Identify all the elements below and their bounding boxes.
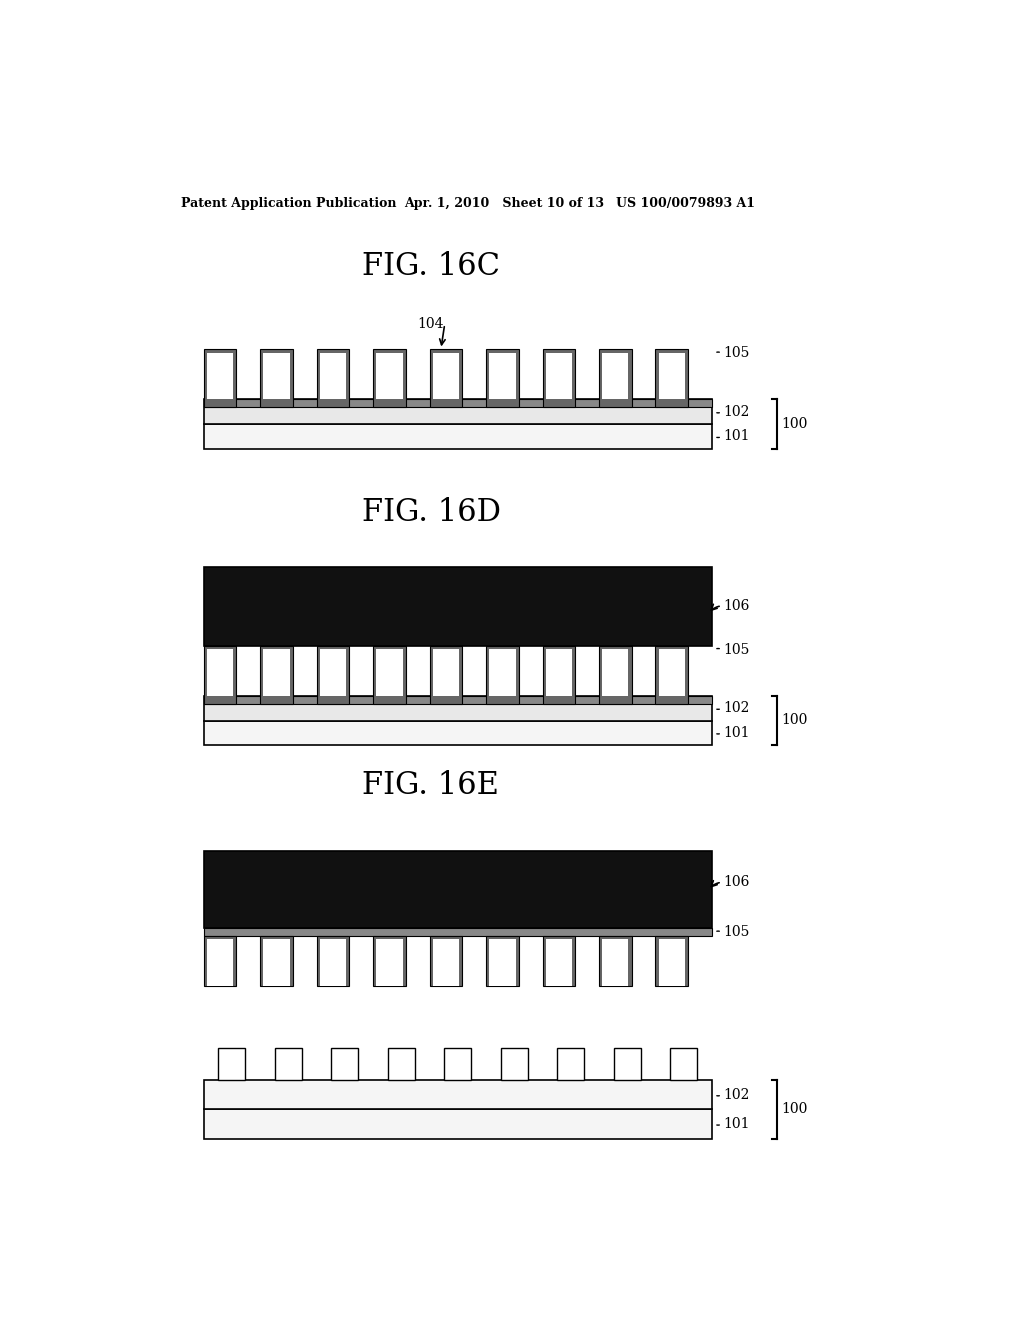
Text: 100: 100 [781, 417, 808, 432]
Bar [486, 645, 519, 704]
Bar [204, 721, 712, 744]
Bar [207, 940, 233, 986]
Bar [430, 350, 462, 407]
Bar [204, 424, 712, 449]
Text: 101: 101 [724, 1117, 750, 1131]
Bar [433, 649, 459, 696]
Bar [204, 350, 237, 407]
Bar [670, 1048, 697, 1080]
Bar [319, 649, 346, 696]
Bar [319, 940, 346, 986]
Text: 105: 105 [724, 925, 750, 940]
Bar [204, 696, 712, 704]
Bar [602, 940, 629, 986]
Bar [373, 645, 406, 704]
Text: 100: 100 [781, 1102, 808, 1117]
Text: FIG. 16D: FIG. 16D [361, 498, 501, 528]
Bar [655, 350, 688, 407]
Text: 102: 102 [724, 405, 750, 418]
Bar [543, 645, 575, 704]
Text: Patent Application Publication: Patent Application Publication [180, 197, 396, 210]
Bar [377, 352, 402, 400]
Bar [602, 352, 629, 400]
Bar [263, 352, 290, 400]
Text: 100: 100 [781, 714, 808, 727]
Text: FIG. 16C: FIG. 16C [361, 251, 500, 281]
Bar [204, 696, 712, 721]
Bar [316, 350, 349, 407]
Bar [546, 352, 572, 400]
Bar [433, 940, 459, 986]
Bar [430, 936, 462, 986]
Text: 106: 106 [724, 599, 750, 612]
Bar [599, 645, 632, 704]
Bar [377, 940, 402, 986]
Bar [602, 649, 629, 696]
Text: 102: 102 [724, 701, 750, 715]
Bar [655, 936, 688, 986]
Text: 105: 105 [724, 643, 750, 656]
Bar [263, 940, 290, 986]
Bar [332, 1048, 358, 1080]
Bar [218, 1048, 246, 1080]
Bar [260, 350, 293, 407]
Bar [430, 645, 462, 704]
Bar [543, 350, 575, 407]
Bar [204, 851, 712, 928]
Bar [599, 936, 632, 986]
Bar [613, 1048, 641, 1080]
Bar [655, 645, 688, 704]
Bar [204, 566, 712, 645]
Bar [204, 400, 712, 407]
Bar [444, 1048, 471, 1080]
Bar [204, 1080, 712, 1109]
Bar [260, 936, 293, 986]
Bar [319, 352, 346, 400]
Bar [263, 649, 290, 696]
Text: FIG. 16E: FIG. 16E [361, 771, 499, 801]
Bar [260, 645, 293, 704]
Bar [658, 352, 685, 400]
Bar [546, 649, 572, 696]
Text: 102: 102 [724, 1088, 750, 1102]
Bar [373, 936, 406, 986]
Bar [204, 1109, 712, 1139]
Bar [489, 352, 515, 400]
Bar [486, 350, 519, 407]
Text: 106: 106 [724, 875, 750, 890]
Bar [204, 400, 712, 424]
Text: US 100/0079893 A1: US 100/0079893 A1 [615, 197, 755, 210]
Bar [599, 350, 632, 407]
Bar [207, 352, 233, 400]
Bar [486, 936, 519, 986]
Bar [207, 649, 233, 696]
Bar [546, 940, 572, 986]
Bar [373, 350, 406, 407]
Bar [204, 936, 237, 986]
Bar [204, 928, 712, 936]
Text: 105: 105 [724, 346, 750, 360]
Bar [658, 940, 685, 986]
Bar [316, 936, 349, 986]
Text: Apr. 1, 2010   Sheet 10 of 13: Apr. 1, 2010 Sheet 10 of 13 [403, 197, 604, 210]
Bar [433, 352, 459, 400]
Text: 104: 104 [418, 317, 444, 331]
Bar [557, 1048, 585, 1080]
Bar [316, 645, 349, 704]
Bar [377, 649, 402, 696]
Bar [274, 1048, 302, 1080]
Bar [543, 936, 575, 986]
Bar [489, 940, 515, 986]
Text: 101: 101 [724, 726, 750, 739]
Bar [489, 649, 515, 696]
Bar [204, 645, 237, 704]
Bar [501, 1048, 527, 1080]
Bar [658, 649, 685, 696]
Bar [388, 1048, 415, 1080]
Text: 101: 101 [724, 429, 750, 444]
